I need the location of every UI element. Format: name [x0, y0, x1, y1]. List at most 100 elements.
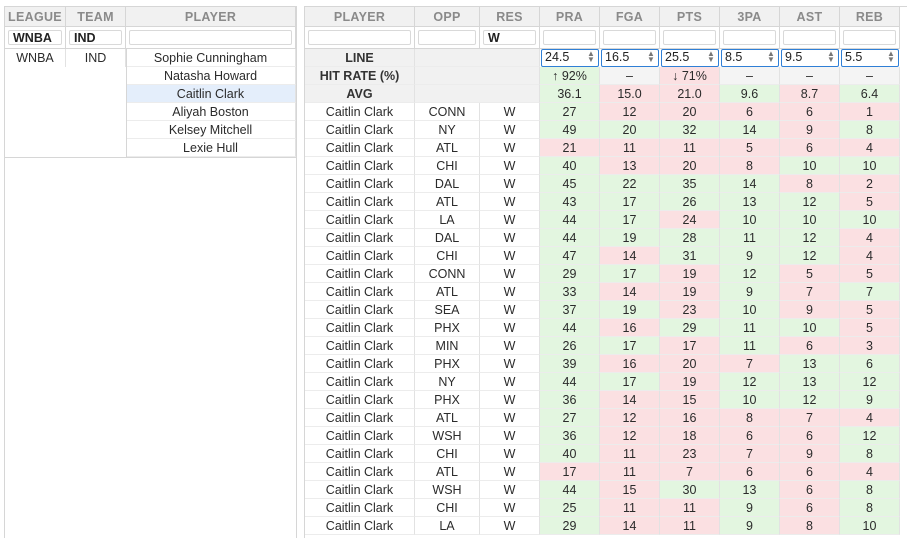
- column-header-player[interactable]: PLAYER: [126, 7, 296, 27]
- column-header-league[interactable]: LEAGUE: [5, 7, 66, 27]
- line-input-3pa[interactable]: 8.5 ▲ ▼: [721, 49, 779, 67]
- up-down-spinner-icon[interactable]: ▲ ▼: [707, 49, 715, 64]
- player-list-item[interactable]: Lexie Hull: [126, 139, 296, 157]
- column-header-pra[interactable]: PRA: [540, 7, 600, 27]
- line-input-reb[interactable]: 5.5 ▲ ▼: [841, 49, 899, 67]
- row-stat-reb: 7: [840, 283, 900, 301]
- row-result: W: [480, 247, 540, 265]
- row-opponent: ATL: [415, 463, 480, 481]
- row-opponent: ATL: [415, 139, 480, 157]
- row-player[interactable]: Caitlin Clark: [305, 283, 415, 301]
- filter-input-ast[interactable]: [783, 30, 836, 45]
- row-player[interactable]: Caitlin Clark: [305, 301, 415, 319]
- row-player[interactable]: Caitlin Clark: [305, 157, 415, 175]
- row-player[interactable]: Caitlin Clark: [305, 337, 415, 355]
- player-list-item[interactable]: Caitlin Clark: [126, 85, 296, 103]
- row-player[interactable]: Caitlin Clark: [305, 409, 415, 427]
- column-header-player[interactable]: PLAYER: [305, 7, 415, 27]
- player-list-item[interactable]: Sophie Cunningham: [126, 49, 296, 67]
- player-list-item[interactable]: Aliyah Boston: [126, 103, 296, 121]
- row-stat-ast: 6: [780, 139, 840, 157]
- filter-input-pra[interactable]: [543, 30, 596, 45]
- row-player[interactable]: Caitlin Clark: [305, 463, 415, 481]
- filter-input-3pa[interactable]: [723, 30, 776, 45]
- up-down-spinner-icon[interactable]: ▲ ▼: [587, 49, 595, 64]
- row-stat-reb: 3: [840, 337, 900, 355]
- row-player[interactable]: Caitlin Clark: [305, 211, 415, 229]
- row-result: W: [480, 391, 540, 409]
- row-stat-3pa: 6: [720, 427, 780, 445]
- row-stat-pts: 11: [660, 517, 720, 535]
- row-opponent: DAL: [415, 175, 480, 193]
- row-stat-ast: 9: [780, 445, 840, 463]
- column-header-fga[interactable]: FGA: [600, 7, 660, 27]
- row-stat-fga: 14: [600, 283, 660, 301]
- avg-reb: 6.4: [840, 85, 900, 103]
- row-stat-3pa: 13: [720, 481, 780, 499]
- row-opponent: CHI: [415, 157, 480, 175]
- filter-input-player[interactable]: [129, 30, 292, 45]
- filter-input-reb[interactable]: [843, 30, 896, 45]
- line-input-ast[interactable]: 9.5 ▲ ▼: [781, 49, 839, 67]
- column-header-opp[interactable]: OPP: [415, 7, 480, 27]
- filter-input-opp[interactable]: [418, 30, 476, 45]
- row-player[interactable]: Caitlin Clark: [305, 247, 415, 265]
- row-player[interactable]: Caitlin Clark: [305, 391, 415, 409]
- row-stat-pra: 45: [540, 175, 600, 193]
- row-stat-fga: 14: [600, 391, 660, 409]
- player-list-item[interactable]: Natasha Howard: [126, 67, 296, 85]
- up-down-spinner-icon[interactable]: ▲ ▼: [827, 49, 835, 64]
- filter-input-player[interactable]: [308, 30, 411, 45]
- row-player[interactable]: Caitlin Clark: [305, 139, 415, 157]
- up-down-spinner-icon[interactable]: ▲ ▼: [887, 49, 895, 64]
- row-player[interactable]: Caitlin Clark: [305, 229, 415, 247]
- up-down-spinner-icon[interactable]: ▲ ▼: [647, 49, 655, 64]
- row-player[interactable]: Caitlin Clark: [305, 517, 415, 535]
- row-result: W: [480, 301, 540, 319]
- player-list-item[interactable]: Kelsey Mitchell: [126, 121, 296, 139]
- row-player[interactable]: Caitlin Clark: [305, 355, 415, 373]
- line-input-fga[interactable]: 16.5 ▲ ▼: [601, 49, 659, 67]
- column-header-reb[interactable]: REB: [840, 7, 900, 27]
- row-player[interactable]: Caitlin Clark: [305, 373, 415, 391]
- up-down-spinner-icon[interactable]: ▲ ▼: [767, 49, 775, 64]
- row-player[interactable]: Caitlin Clark: [305, 121, 415, 139]
- row-player[interactable]: Caitlin Clark: [305, 445, 415, 463]
- row-stat-3pa: 7: [720, 355, 780, 373]
- column-header-res[interactable]: RES: [480, 7, 540, 27]
- row-stat-pra: 17: [540, 463, 600, 481]
- row-stat-fga: 15: [600, 481, 660, 499]
- row-player[interactable]: Caitlin Clark: [305, 481, 415, 499]
- row-player[interactable]: Caitlin Clark: [305, 193, 415, 211]
- line-input-pts[interactable]: 25.5 ▲ ▼: [661, 49, 719, 67]
- filter-cell-pra: [540, 27, 600, 49]
- row-stat-pts: 26: [660, 193, 720, 211]
- filter-input-res[interactable]: W: [483, 30, 536, 45]
- row-player[interactable]: Caitlin Clark: [305, 319, 415, 337]
- row-stat-fga: 12: [600, 103, 660, 121]
- row-player[interactable]: Caitlin Clark: [305, 103, 415, 121]
- row-result: W: [480, 463, 540, 481]
- line-input-pra[interactable]: 24.5 ▲ ▼: [541, 49, 599, 67]
- column-header-pts[interactable]: PTS: [660, 7, 720, 27]
- row-stat-reb: 10: [840, 157, 900, 175]
- column-header-3pa[interactable]: 3PA: [720, 7, 780, 27]
- row-stat-ast: 9: [780, 301, 840, 319]
- filter-input-fga[interactable]: [603, 30, 656, 45]
- row-player[interactable]: Caitlin Clark: [305, 499, 415, 517]
- column-header-ast[interactable]: AST: [780, 7, 840, 27]
- filter-input-league[interactable]: WNBA: [8, 30, 62, 45]
- row-stat-reb: 5: [840, 265, 900, 283]
- row-stat-pra: 33: [540, 283, 600, 301]
- column-header-team[interactable]: TEAM: [66, 7, 126, 27]
- row-stat-3pa: 6: [720, 463, 780, 481]
- filter-input-team[interactable]: IND: [69, 30, 122, 45]
- line-value: 5.5: [845, 50, 863, 64]
- line-value: 9.5: [785, 50, 803, 64]
- row-stat-pts: 17: [660, 337, 720, 355]
- filter-input-pts[interactable]: [663, 30, 716, 45]
- row-result: W: [480, 229, 540, 247]
- row-player[interactable]: Caitlin Clark: [305, 175, 415, 193]
- row-player[interactable]: Caitlin Clark: [305, 427, 415, 445]
- row-player[interactable]: Caitlin Clark: [305, 265, 415, 283]
